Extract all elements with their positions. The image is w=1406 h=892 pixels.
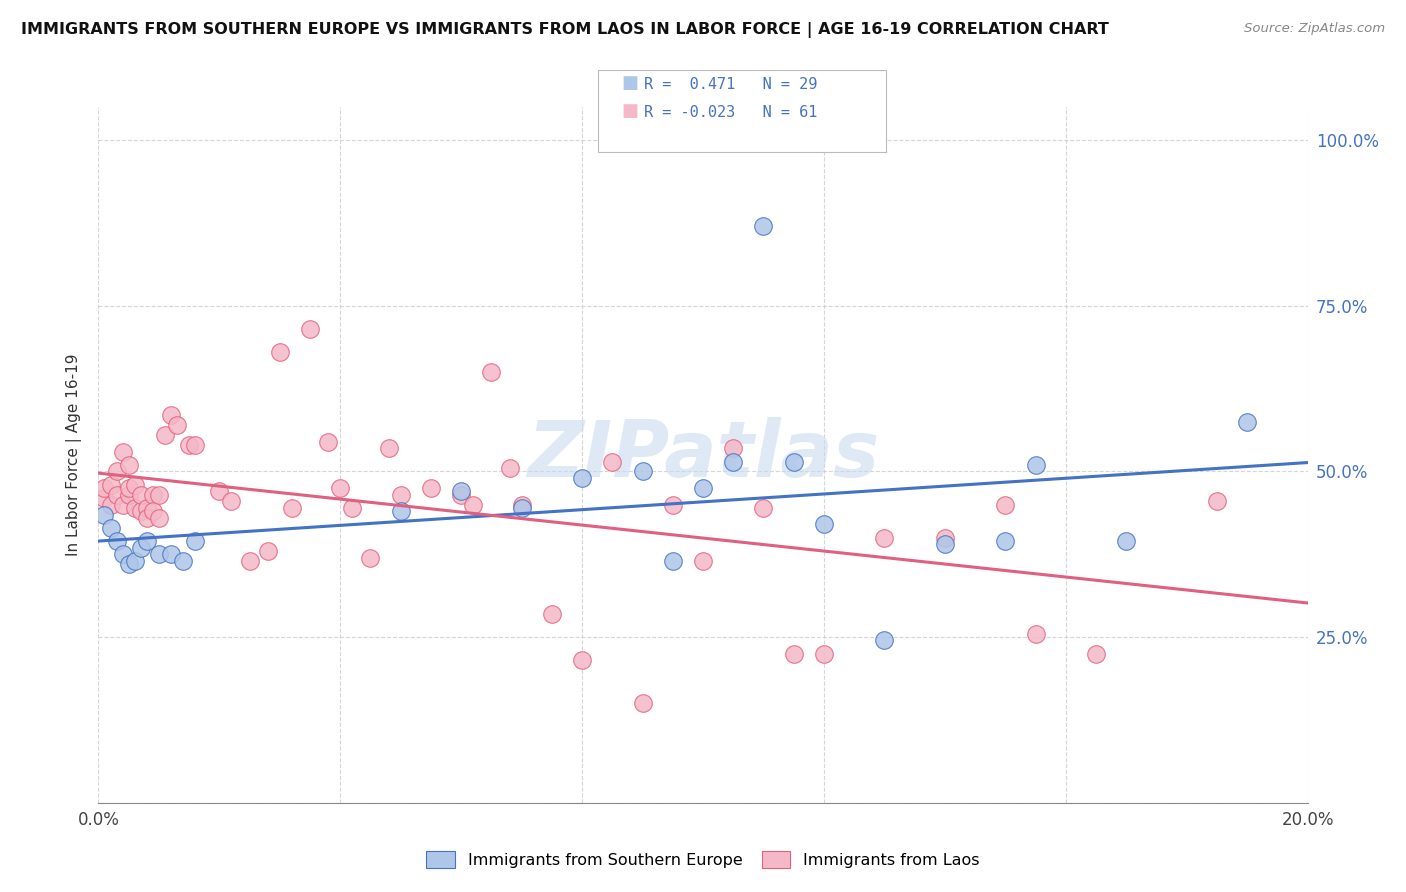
Point bbox=[93, 508, 115, 522]
Text: R =  0.471   N = 29: R = 0.471 N = 29 bbox=[644, 77, 817, 92]
Point bbox=[389, 504, 412, 518]
Point bbox=[692, 554, 714, 568]
Legend: Immigrants from Southern Europe, Immigrants from Laos: Immigrants from Southern Europe, Immigra… bbox=[420, 845, 986, 875]
Point bbox=[342, 500, 364, 515]
Point bbox=[873, 633, 896, 648]
Point bbox=[752, 500, 775, 515]
Point bbox=[239, 554, 262, 568]
Point bbox=[118, 558, 141, 572]
Point bbox=[813, 517, 835, 532]
Point bbox=[105, 465, 128, 479]
Point bbox=[498, 461, 520, 475]
Point bbox=[389, 488, 412, 502]
Point bbox=[142, 488, 165, 502]
Point bbox=[184, 438, 207, 452]
Point bbox=[510, 498, 533, 512]
Point bbox=[1206, 494, 1229, 508]
Point bbox=[360, 550, 382, 565]
Point bbox=[142, 504, 165, 518]
Point bbox=[256, 544, 278, 558]
Point bbox=[450, 488, 472, 502]
Text: Source: ZipAtlas.com: Source: ZipAtlas.com bbox=[1244, 22, 1385, 36]
Point bbox=[299, 322, 322, 336]
Point bbox=[148, 488, 170, 502]
Point bbox=[135, 500, 157, 515]
Point bbox=[463, 498, 485, 512]
Point bbox=[571, 653, 593, 667]
Point bbox=[813, 647, 835, 661]
Point bbox=[723, 454, 745, 468]
Point bbox=[129, 541, 152, 555]
Point bbox=[160, 547, 183, 561]
Point bbox=[179, 438, 201, 452]
Point bbox=[100, 521, 122, 535]
Point bbox=[124, 477, 146, 491]
Point bbox=[172, 554, 194, 568]
Point bbox=[148, 511, 170, 525]
Point bbox=[329, 481, 352, 495]
Text: ZIPatlas: ZIPatlas bbox=[527, 417, 879, 493]
Point bbox=[153, 428, 176, 442]
Text: ■: ■ bbox=[621, 74, 638, 92]
Point bbox=[100, 498, 122, 512]
Point bbox=[631, 465, 654, 479]
Point bbox=[934, 531, 956, 545]
Point bbox=[873, 531, 896, 545]
Point bbox=[1085, 647, 1108, 661]
Point bbox=[1115, 534, 1137, 549]
Point bbox=[934, 537, 956, 551]
Point bbox=[540, 607, 562, 621]
Point bbox=[994, 498, 1017, 512]
Point bbox=[166, 418, 188, 433]
Point bbox=[129, 488, 152, 502]
Point bbox=[510, 500, 533, 515]
Point bbox=[481, 365, 503, 379]
Point bbox=[316, 434, 339, 449]
Point bbox=[118, 481, 141, 495]
Point bbox=[184, 534, 207, 549]
Point bbox=[692, 481, 714, 495]
Point bbox=[124, 500, 146, 515]
Point bbox=[281, 500, 304, 515]
Point bbox=[118, 488, 141, 502]
Point bbox=[994, 534, 1017, 549]
Point bbox=[221, 494, 243, 508]
Y-axis label: In Labor Force | Age 16-19: In Labor Force | Age 16-19 bbox=[66, 353, 83, 557]
Point bbox=[111, 444, 134, 458]
Point bbox=[160, 408, 183, 422]
Point bbox=[662, 554, 685, 568]
Point bbox=[105, 534, 128, 549]
Point bbox=[100, 477, 122, 491]
Point bbox=[135, 534, 157, 549]
Point bbox=[420, 481, 443, 495]
Point bbox=[752, 219, 775, 234]
Point bbox=[571, 471, 593, 485]
Point bbox=[602, 454, 624, 468]
Point bbox=[377, 442, 399, 456]
Point bbox=[129, 504, 152, 518]
Point bbox=[93, 491, 115, 505]
Point bbox=[1236, 415, 1258, 429]
Point bbox=[1024, 458, 1046, 472]
Point bbox=[105, 488, 128, 502]
Point bbox=[662, 498, 685, 512]
Text: IMMIGRANTS FROM SOUTHERN EUROPE VS IMMIGRANTS FROM LAOS IN LABOR FORCE | AGE 16-: IMMIGRANTS FROM SOUTHERN EUROPE VS IMMIG… bbox=[21, 22, 1109, 38]
Point bbox=[124, 554, 146, 568]
Text: ■: ■ bbox=[621, 103, 638, 120]
Point bbox=[208, 484, 231, 499]
Text: R = -0.023   N = 61: R = -0.023 N = 61 bbox=[644, 105, 817, 120]
Point bbox=[783, 647, 806, 661]
Point bbox=[135, 511, 157, 525]
Point bbox=[118, 458, 141, 472]
Point bbox=[111, 498, 134, 512]
Point bbox=[723, 442, 745, 456]
Point bbox=[111, 547, 134, 561]
Point bbox=[783, 454, 806, 468]
Point bbox=[93, 481, 115, 495]
Point bbox=[148, 547, 170, 561]
Point bbox=[631, 697, 654, 711]
Point bbox=[1024, 627, 1046, 641]
Point bbox=[450, 484, 472, 499]
Point bbox=[269, 345, 291, 359]
